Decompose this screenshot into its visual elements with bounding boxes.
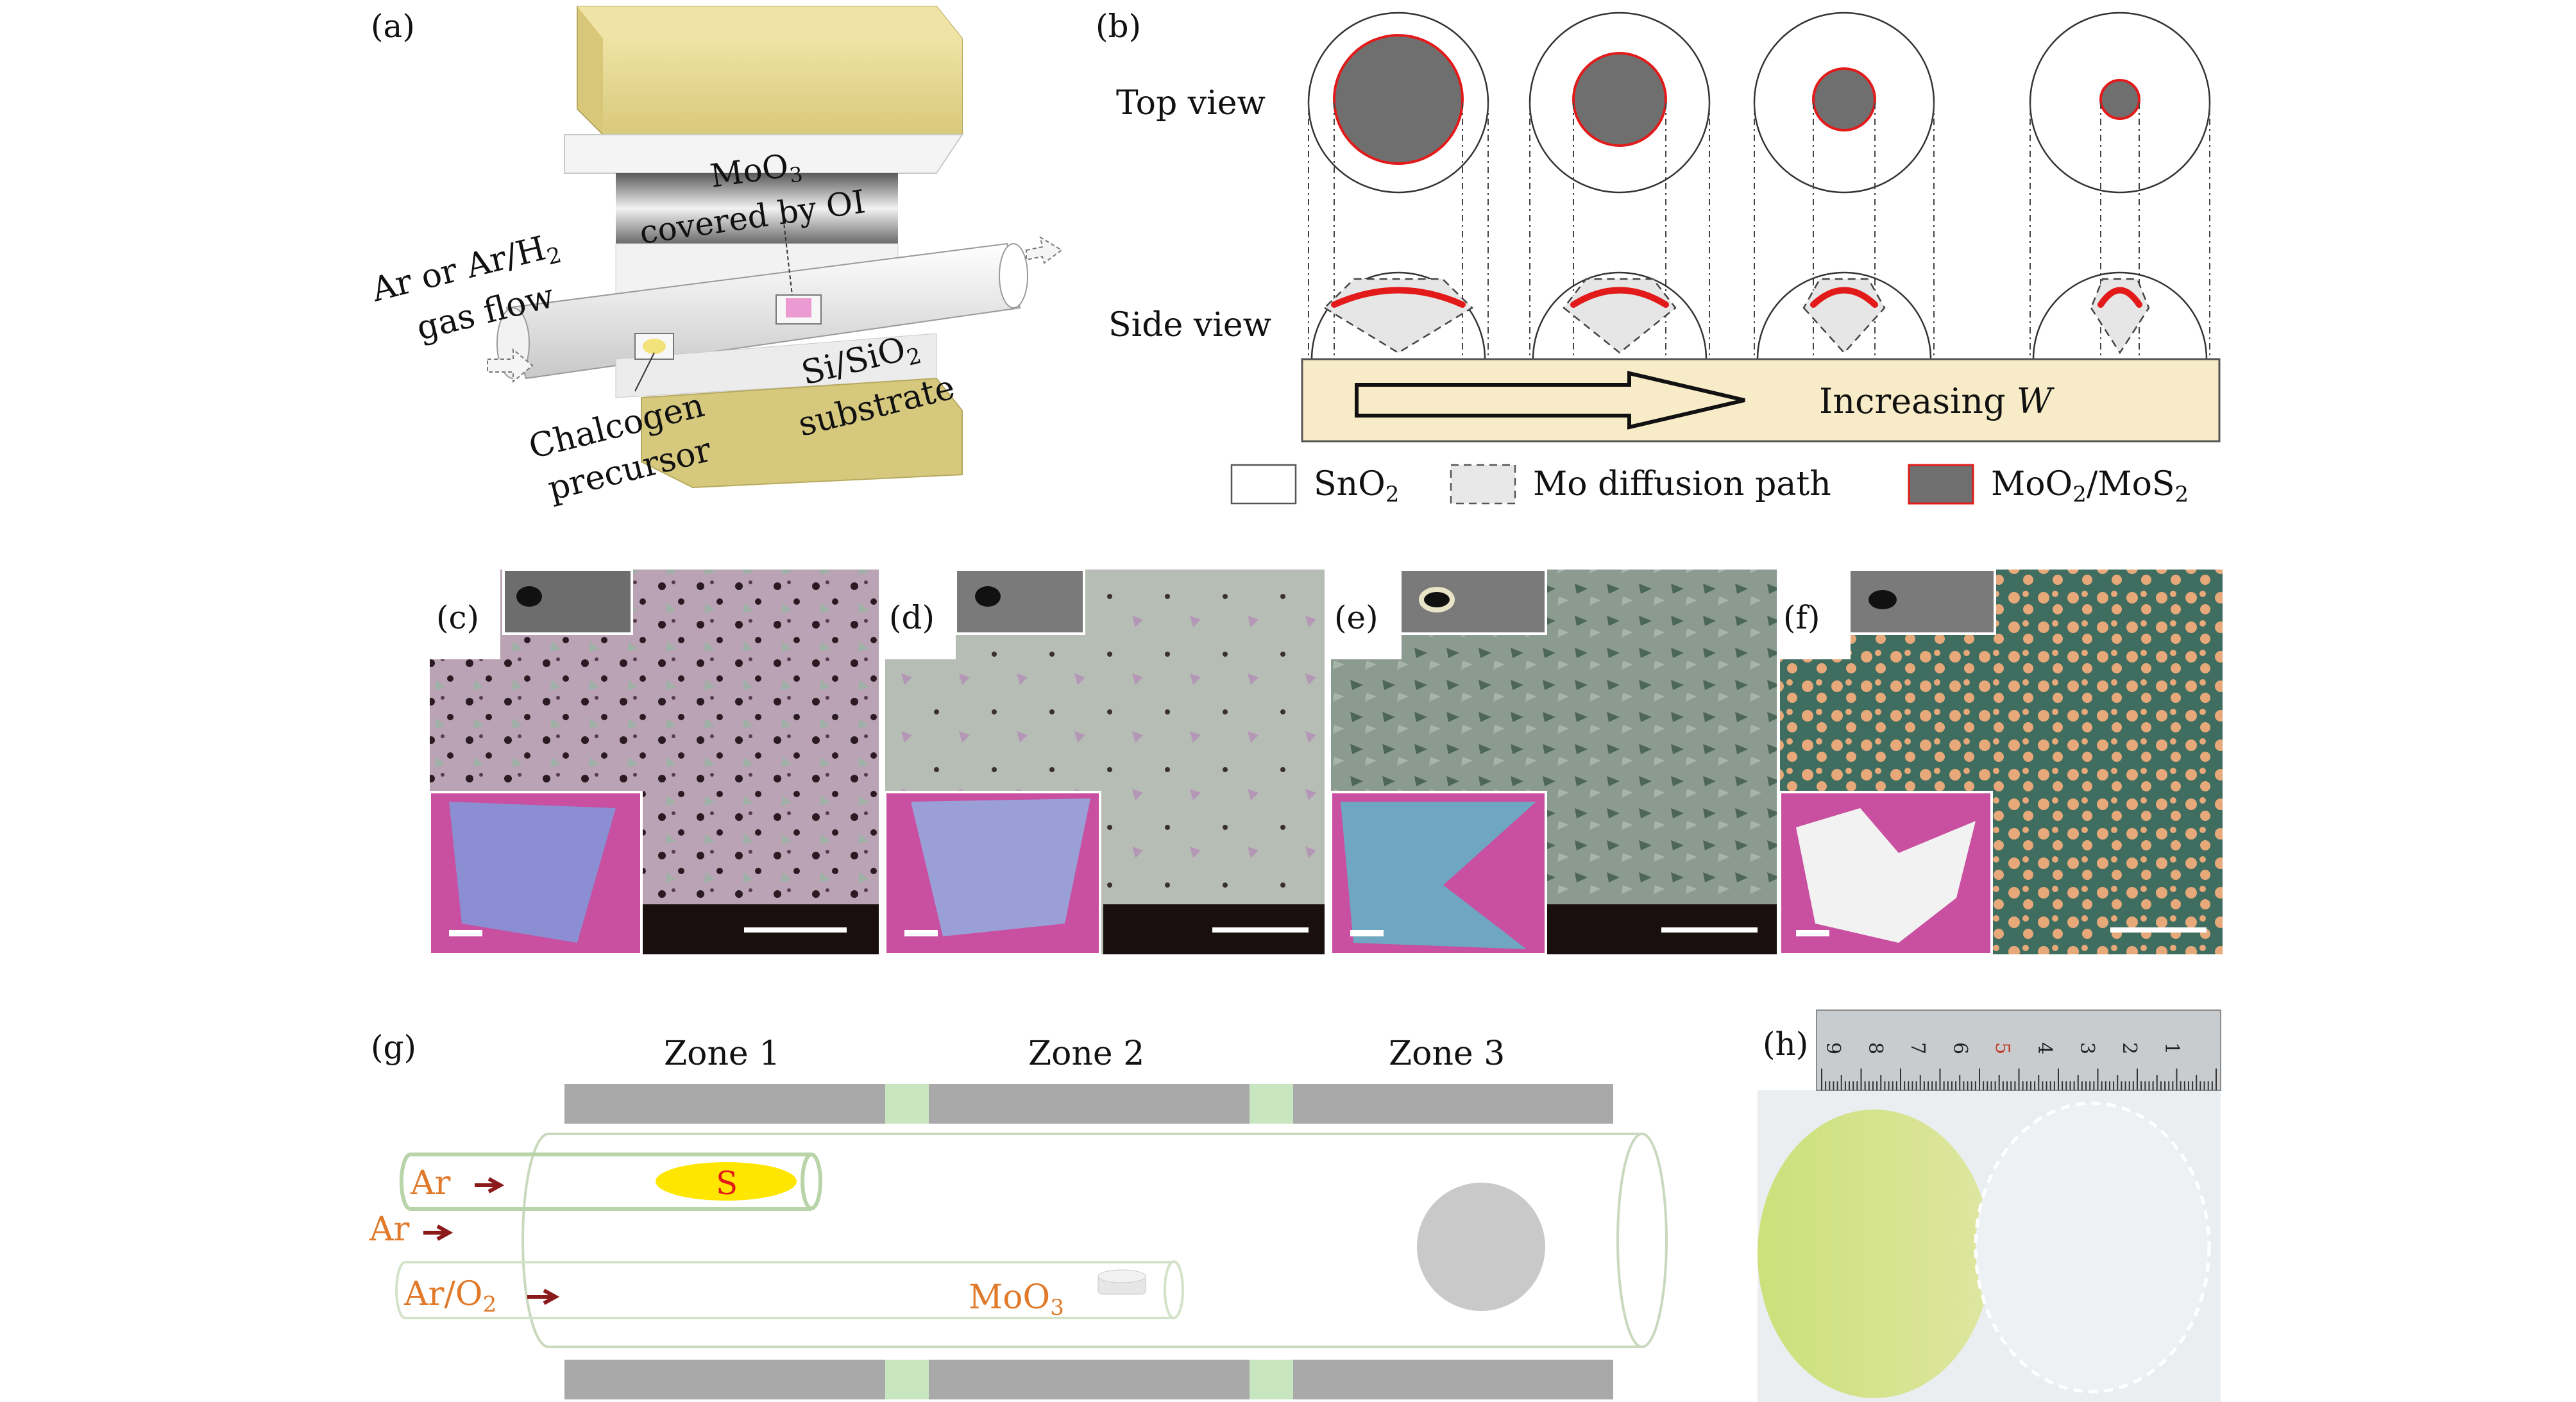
sno2-side-dome [1756, 271, 1932, 360]
moo2-side-arc [1570, 287, 1669, 308]
shield-top [564, 134, 963, 174]
b-views [1307, 12, 2211, 360]
moo3-boat-top [1097, 1269, 1146, 1283]
legend-swatch-moo2 [1908, 464, 1974, 505]
panel-g: (g) Zone 1 Zone 2 Zone 3 S MoO3 [369, 1029, 1668, 1399]
sno2-side-dome [1310, 271, 1486, 360]
sulfur-label: S [716, 1165, 738, 1202]
main-tube [521, 1133, 1642, 1348]
b-view-2 [1529, 12, 1711, 360]
sno2-side-dome [1532, 271, 1707, 360]
furnace-bottom-block [641, 377, 963, 489]
clear-wafer-outline [1974, 1101, 2211, 1394]
zone-3-label: Zone 3 [1389, 1035, 1505, 1073]
ruler-number: 5 [1991, 1042, 2013, 1054]
gas-ar-top-label: Ar [410, 1164, 451, 1203]
legend: SnO2 Mo diffusion path MoO2/MoS2 [1230, 464, 2189, 507]
gas-ar-mid-label: Ar [369, 1210, 410, 1249]
b-view-1 [1307, 12, 1489, 360]
inner-tube-bottom [395, 1261, 1174, 1319]
panel-b-label: (b) [1096, 8, 1141, 45]
ruler-number: 8 [1864, 1042, 1886, 1054]
panel-d: (d) [884, 568, 1325, 956]
panel-g-label: (g) [371, 1029, 416, 1066]
moo2-top-disk [2099, 79, 2140, 120]
ruler-number: 9 [1822, 1042, 1844, 1054]
flow-in-arrow-icon [487, 348, 534, 384]
chalcogen-precursor-icon [643, 339, 666, 354]
moo3-label-g: MoO3 [969, 1278, 1064, 1321]
zone-2-label: Zone 2 [1028, 1035, 1144, 1073]
increasing-w-label: Increasing W [1819, 381, 2055, 421]
ruler-number: 2 [2118, 1042, 2140, 1054]
main-tube-end [1616, 1133, 1668, 1348]
b-view-4 [2029, 12, 2211, 360]
moo2-top-disk [1333, 34, 1464, 165]
legend-swatch-sno2 [1230, 464, 1297, 505]
ruler-number: 6 [1949, 1042, 1971, 1054]
inner-tube-top-end [801, 1153, 822, 1210]
panel-d-label: (d) [889, 599, 935, 636]
yellow-wafer [1758, 1110, 1991, 1398]
inset-tube-f [1840, 568, 1996, 635]
increasing-arrow-icon [1355, 371, 1745, 430]
panel-a-label: (a) [371, 8, 415, 45]
gas-aro2-arrow-icon [527, 1288, 560, 1305]
panel-b: (b) Top view Side view Increasing W SnO2… [1096, 8, 2221, 507]
panel-h: (h) 9 8 7 6 5 4 3 2 1 [1758, 1009, 2221, 1402]
gas-ar-mid-arrow-icon [423, 1224, 453, 1241]
inner-tube-bottom-end [1164, 1260, 1184, 1319]
b-view-3 [1753, 12, 1935, 360]
sno2-side-dome [2032, 271, 2208, 360]
panel-f-label: (f) [1783, 599, 1820, 636]
moo2-top-disk [1812, 67, 1876, 131]
ruler-number: 1 [2160, 1042, 2183, 1054]
moo2-top-disk [1572, 52, 1667, 147]
moo2-side-arc [2097, 287, 2142, 308]
furnace-bottom [564, 1360, 1613, 1399]
ruler-number: 4 [2033, 1042, 2056, 1054]
ruler-number: 3 [2076, 1042, 2098, 1054]
leader-moo3 [782, 211, 793, 296]
furnace-top-block [577, 6, 963, 135]
panel-a: (a) [368, 6, 1063, 509]
zone-1-label: Zone 1 [664, 1035, 780, 1073]
furnace-top [564, 1084, 1613, 1124]
gas-aro2-label: Ar/O2 [403, 1275, 496, 1317]
substrate-chip-icon [786, 298, 811, 317]
side-view-label: Side view [1108, 306, 1271, 344]
panel-f: (f) [1779, 568, 2223, 956]
wafer-icon [1417, 1183, 1545, 1311]
flow-out-arrow-icon [1026, 235, 1063, 264]
ruler-number: 7 [1906, 1042, 1929, 1054]
panel-c-label: (c) [436, 599, 479, 636]
legend-swatch-diffusion [1450, 464, 1516, 505]
moo2-side-arc [1810, 287, 1878, 308]
inset-tube-d [954, 568, 1085, 635]
moo2-side-arc [1331, 287, 1466, 308]
inner-tube-top [399, 1153, 811, 1211]
panel-e: (e) [1330, 568, 1777, 956]
legend-label-diffusion: Mo diffusion path [1533, 465, 1831, 503]
top-view-label: Top view [1116, 84, 1266, 122]
panel-h-label: (h) [1763, 1026, 1808, 1063]
legend-label-sno2: SnO2 [1314, 465, 1399, 507]
gas-ar-top-arrow-icon [475, 1177, 505, 1194]
legend-label-moo2: MoO2/MoS2 [1991, 465, 2189, 507]
ruler-ticks [1821, 1068, 2217, 1090]
panel-e-label: (e) [1334, 599, 1378, 636]
sulfur-boat-icon [656, 1162, 797, 1201]
leader-precursor [634, 352, 655, 392]
ruler-numbers: 9 8 7 6 5 4 3 2 1 [1822, 1042, 2183, 1054]
panel-c: (c) [428, 568, 879, 956]
